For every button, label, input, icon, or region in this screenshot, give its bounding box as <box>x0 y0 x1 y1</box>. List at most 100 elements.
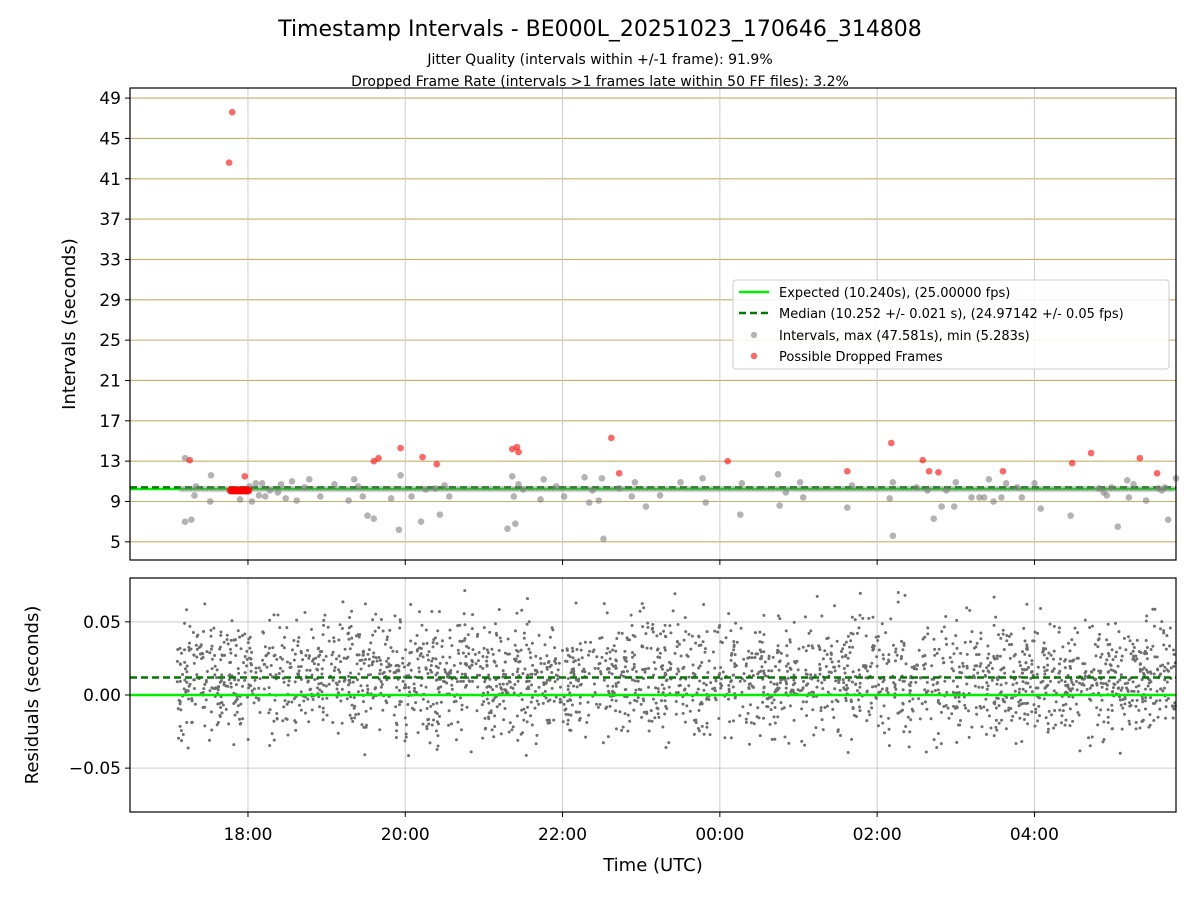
residual-point <box>363 753 367 757</box>
interval-point <box>783 485 790 493</box>
residual-point <box>711 650 715 654</box>
residual-point <box>208 651 212 655</box>
residual-point <box>814 726 818 730</box>
residual-point <box>1034 686 1038 690</box>
residual-point <box>571 656 575 660</box>
interval-point <box>1023 485 1030 493</box>
residual-point <box>647 685 651 689</box>
residual-point <box>845 664 849 668</box>
interval-point <box>1066 485 1074 493</box>
residual-point <box>175 659 179 663</box>
residual-point <box>663 646 667 650</box>
residual-point <box>334 681 338 685</box>
residual-point <box>542 662 546 666</box>
residual-point <box>940 629 944 633</box>
interval-point <box>331 485 338 493</box>
interval-point <box>924 487 931 494</box>
residual-point <box>326 625 330 629</box>
residual-point <box>676 667 680 671</box>
residual-point <box>1129 652 1133 656</box>
residual-point <box>753 631 757 635</box>
residual-point <box>189 647 193 651</box>
residual-point <box>572 660 576 664</box>
residual-point <box>441 655 445 659</box>
residual-point <box>623 649 627 653</box>
residual-point <box>271 646 275 650</box>
residual-point <box>631 667 635 671</box>
residual-point <box>982 705 986 709</box>
residual-point <box>537 633 541 637</box>
interval-point <box>889 485 897 493</box>
residual-point <box>184 690 188 694</box>
residual-point <box>236 678 240 682</box>
interval-point <box>1094 485 1101 493</box>
residual-point <box>760 665 764 669</box>
residual-point <box>1026 713 1030 717</box>
residual-point <box>944 615 948 619</box>
residual-point <box>276 613 280 617</box>
residual-point <box>1019 698 1023 702</box>
residual-point <box>247 686 251 690</box>
residual-point <box>369 706 373 710</box>
residual-point <box>773 721 777 725</box>
residual-point <box>785 644 789 648</box>
residual-point <box>427 650 431 654</box>
residual-point <box>803 615 807 619</box>
residual-point <box>656 712 660 716</box>
interval-point <box>950 503 958 510</box>
residual-point <box>731 685 735 689</box>
residual-point <box>436 666 440 670</box>
residual-point <box>1044 716 1048 720</box>
residual-point <box>588 649 592 653</box>
residual-point <box>203 724 207 728</box>
residual-point <box>402 686 406 690</box>
residual-point <box>234 683 238 687</box>
residual-point <box>1111 686 1115 690</box>
residual-point <box>881 721 885 725</box>
residual-point <box>563 708 567 712</box>
residual-point <box>262 662 266 666</box>
interval-point <box>354 483 362 490</box>
residual-point <box>1160 620 1164 624</box>
residual-point <box>614 727 618 731</box>
interval-point <box>968 485 975 493</box>
residual-point <box>776 715 780 719</box>
residual-point <box>501 669 505 673</box>
residual-point <box>845 683 849 687</box>
residual-point <box>348 616 352 620</box>
residual-point <box>999 683 1003 687</box>
residual-point <box>1025 647 1029 651</box>
residual-point <box>574 678 578 682</box>
interval-point <box>987 485 995 493</box>
residual-point <box>1066 685 1070 689</box>
interval-point <box>704 485 712 493</box>
residual-point <box>664 745 668 749</box>
residual-point <box>301 658 305 662</box>
interval-point <box>700 485 708 493</box>
residual-point <box>703 650 707 654</box>
residual-point <box>381 708 385 712</box>
residual-point <box>185 664 189 668</box>
residual-point <box>850 680 854 684</box>
interval-point <box>1003 485 1011 493</box>
residual-point <box>455 680 459 684</box>
residual-point <box>742 657 746 661</box>
residual-point <box>645 710 649 714</box>
residual-point <box>1140 668 1144 672</box>
residual-point <box>952 652 956 656</box>
residual-point <box>598 670 602 674</box>
residual-point <box>447 671 451 675</box>
residual-point <box>585 721 589 725</box>
residual-point <box>884 631 888 635</box>
residual-point <box>762 613 766 617</box>
residual-point <box>316 668 320 672</box>
residual-point <box>1078 749 1082 753</box>
residual-point <box>801 686 805 690</box>
interval-point <box>317 493 324 500</box>
residual-point <box>505 682 509 686</box>
interval-point <box>985 476 993 483</box>
residual-point <box>990 678 994 682</box>
residual-point <box>476 632 480 636</box>
residual-point <box>904 724 908 728</box>
residual-point <box>643 670 647 674</box>
